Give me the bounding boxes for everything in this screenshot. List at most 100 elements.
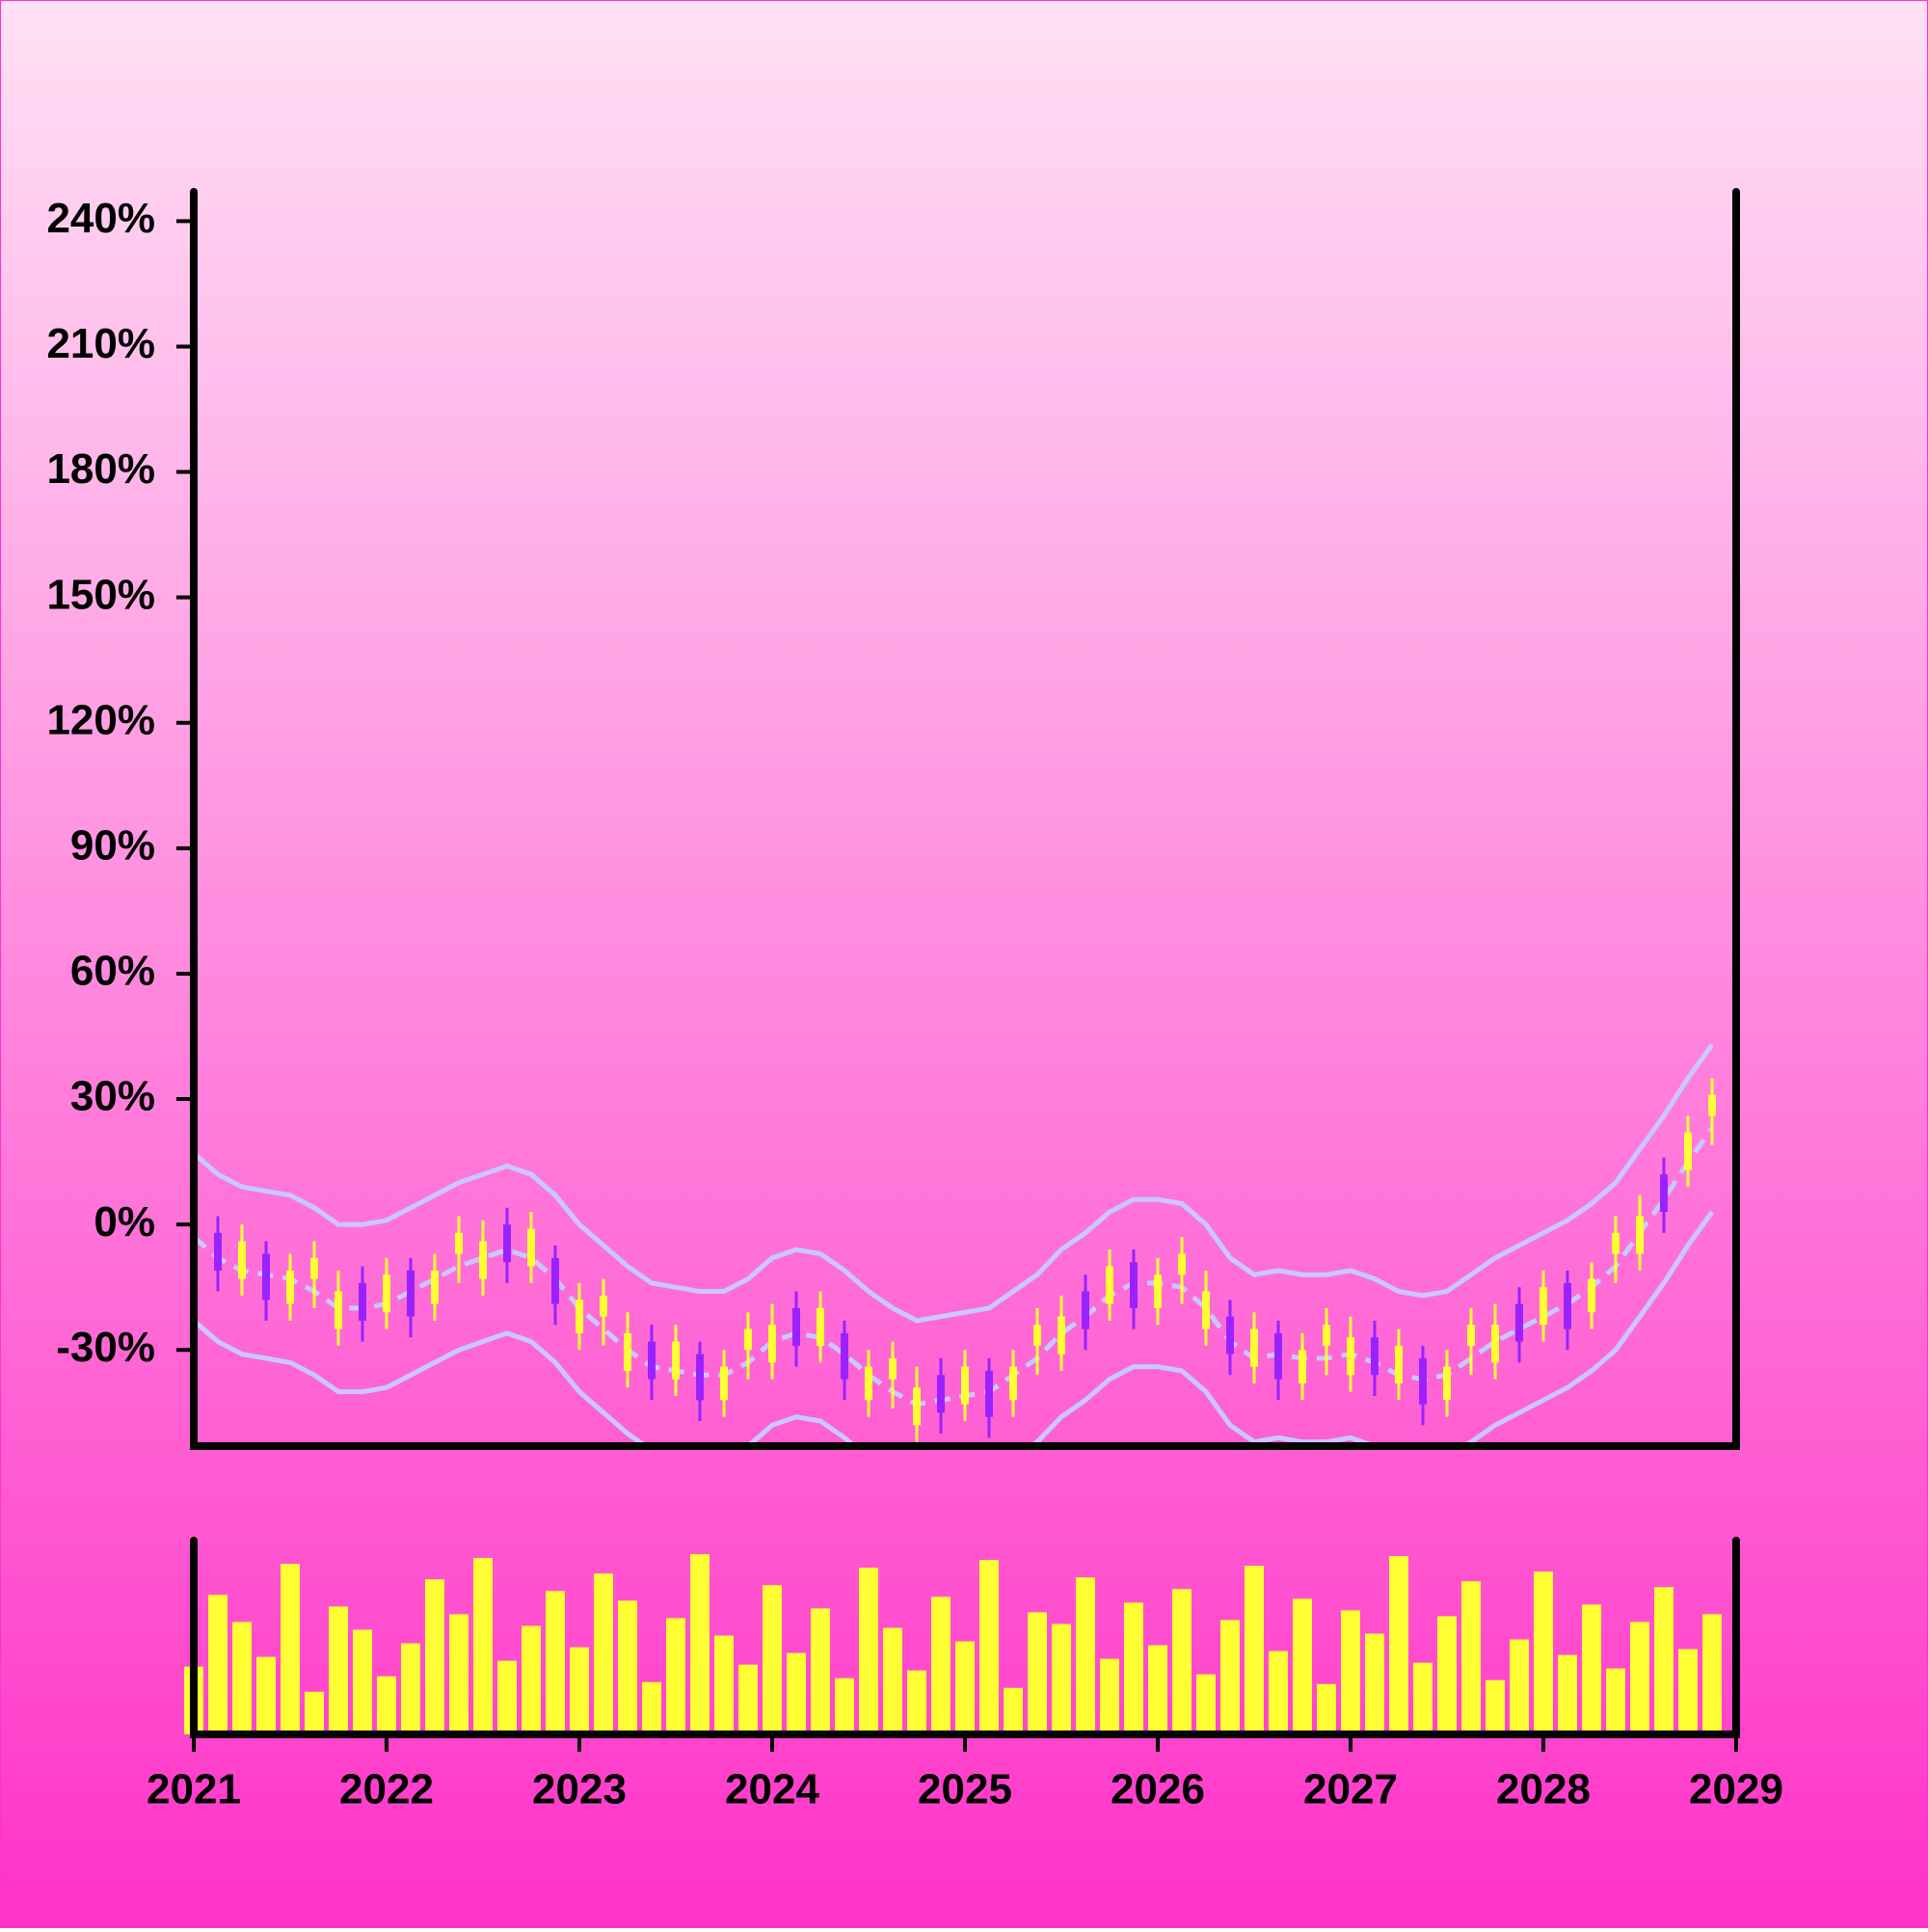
volume-bar [907,1670,926,1734]
ohlc-body [672,1341,680,1380]
ohlc-body [720,1366,728,1401]
volume-bar [305,1691,324,1734]
volume-bar [618,1600,637,1734]
volume-bar [1630,1622,1649,1734]
volume-bar [570,1647,589,1734]
ohlc-body [503,1224,511,1263]
ohlc-body [1058,1316,1065,1355]
ohlc-body [1009,1366,1017,1401]
ohlc-body [1250,1328,1258,1367]
ohlc-body [1371,1337,1379,1376]
ohlc-body [1660,1174,1668,1213]
x-tick-label: 2025 [918,1766,1012,1813]
volume-bar [835,1677,854,1734]
ohlc-body [1636,1216,1644,1254]
x-tick-label: 2023 [532,1766,627,1813]
ohlc-body [1564,1282,1571,1329]
volume-bar [811,1608,830,1734]
y-tick-label: 120% [46,696,155,743]
y-tick-label: 240% [46,195,155,242]
volume-bar [1052,1623,1071,1734]
ohlc-body [1202,1291,1210,1329]
ohlc-body [768,1325,776,1363]
x-tick-label: 2029 [1689,1766,1783,1813]
ohlc-body [1612,1232,1620,1254]
ohlc-body [841,1332,848,1380]
volume-bar [1606,1668,1625,1734]
volume-bar [1076,1577,1095,1734]
ohlc-body [214,1232,222,1271]
y-tick-label: 60% [70,948,155,995]
ohlc-body [551,1257,559,1304]
band-lower [194,1210,1715,1446]
ohlc-body [383,1275,390,1313]
ohlc-body [310,1257,318,1279]
ohlc-body [889,1357,897,1380]
ohlc-body [1033,1325,1041,1346]
x-tick-label: 2027 [1303,1766,1398,1813]
volume-bar [473,1558,493,1734]
volume-bar [1124,1602,1143,1734]
volume-bar [787,1652,806,1734]
ohlc-body [455,1232,463,1254]
volume-bar [401,1643,420,1734]
x-tick-label: 2026 [1111,1766,1205,1813]
volume-bar [1293,1598,1312,1734]
volume-bar [1461,1581,1481,1734]
y-tick-label: -30% [56,1324,155,1371]
volume-bar [1582,1604,1601,1734]
volume-bar [1678,1649,1698,1734]
ohlc-body [1395,1345,1403,1383]
volume-bar [1004,1687,1023,1734]
ohlc-body [527,1228,535,1267]
volume-bar [1510,1639,1529,1734]
volume-bar [642,1681,661,1734]
volume-bar [1365,1633,1384,1734]
ohlc-body [985,1370,993,1417]
x-tick-label: 2022 [339,1766,434,1813]
volume-bar [1148,1645,1167,1734]
volume-frame [190,1537,1740,1738]
volume-bar [208,1595,228,1734]
price-plot [194,1043,1716,1446]
volume-bar [353,1629,372,1734]
volume-bar [1413,1662,1433,1734]
volume-bar [281,1564,300,1734]
x-tick-label: 2028 [1496,1766,1591,1813]
ohlc-body [1323,1325,1330,1346]
volume-bar [1437,1616,1457,1734]
ohlc-body [1588,1278,1595,1313]
volume-bar [955,1641,975,1734]
ohlc-body [407,1270,415,1317]
volume-bar [1220,1620,1240,1734]
ohlc-body [1443,1366,1451,1401]
ohlc-body [1467,1325,1475,1346]
ohlc-body [1515,1303,1523,1342]
volume-bar [1196,1674,1216,1734]
ohlc-body [1491,1325,1499,1363]
price-frame [190,188,1740,1450]
x-tick-label: 2021 [147,1766,241,1813]
band-middle [194,1126,1715,1408]
ohlc-body [238,1241,246,1279]
volume-bar [763,1585,782,1734]
volume-bar [1172,1589,1192,1734]
volume-bar [690,1554,710,1734]
ohlc-body [817,1307,824,1346]
ohlc-body [1178,1253,1186,1275]
ohlc-body [1540,1287,1547,1326]
volume-bar [666,1618,685,1734]
ohlc-body [1299,1350,1306,1383]
volume-bar [714,1635,734,1734]
volume-bar [1558,1654,1577,1734]
y-tick-label: 30% [70,1073,155,1120]
ohlc-body [1347,1337,1354,1376]
ohlc-body [1106,1266,1113,1304]
volume-bar [1341,1610,1360,1734]
ohlc-body [744,1328,752,1351]
volume-bar [1100,1658,1119,1734]
volume-bar [738,1664,758,1734]
volume-bar [1702,1614,1722,1734]
